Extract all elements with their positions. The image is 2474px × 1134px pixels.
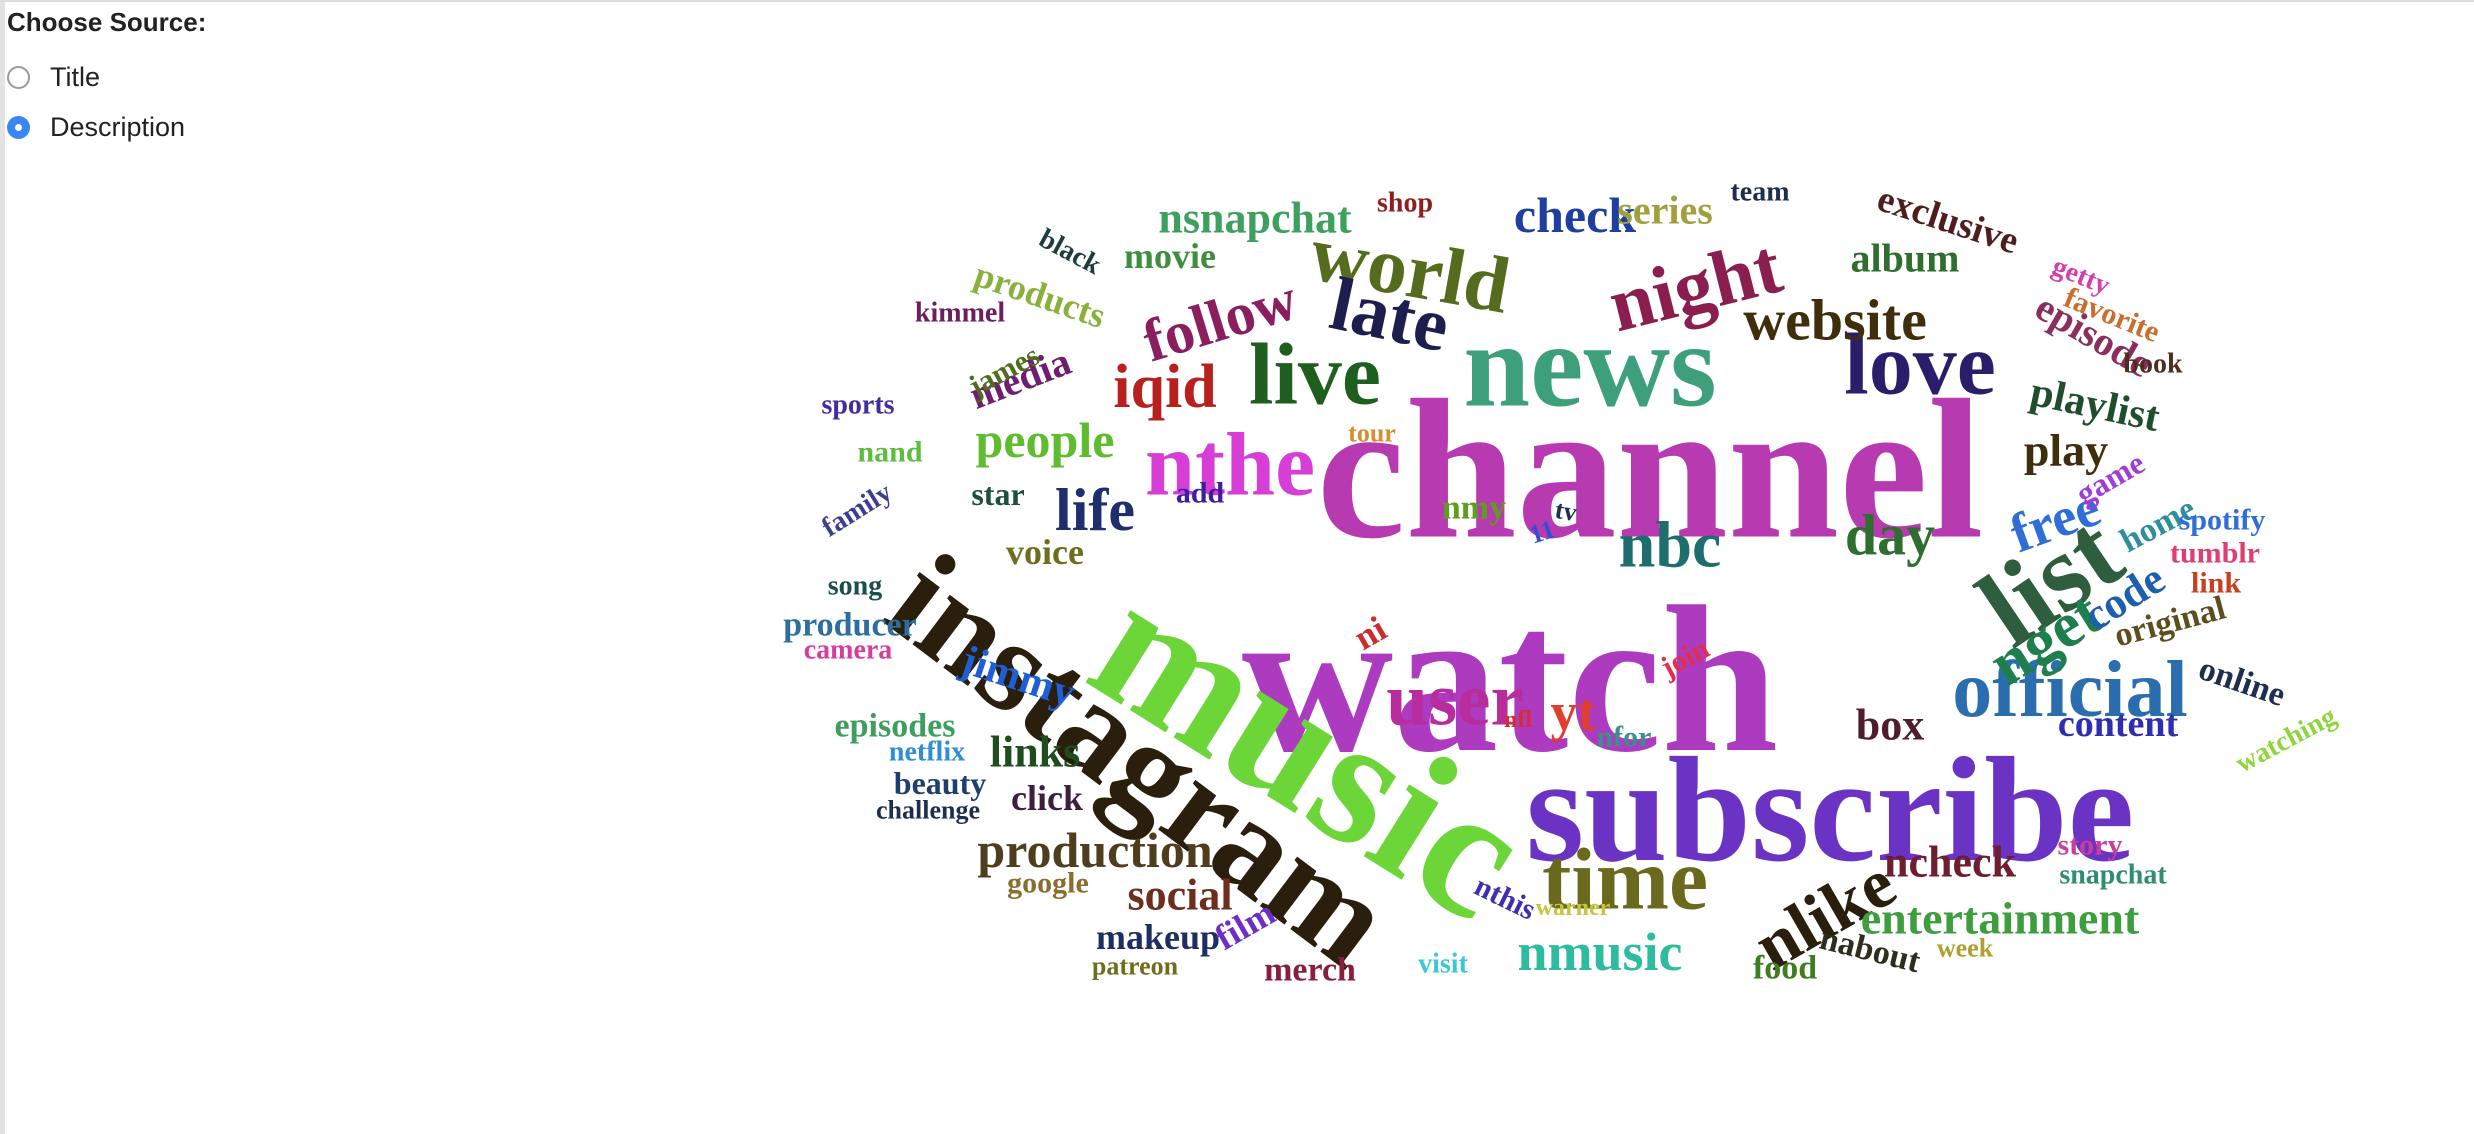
cloud-word[interactable]: life: [1055, 477, 1135, 543]
cloud-word[interactable]: channel: [1317, 360, 1984, 581]
cloud-word[interactable]: voice: [1006, 532, 1084, 572]
option-description[interactable]: Description: [7, 102, 206, 152]
cloud-word[interactable]: makeup: [1096, 917, 1220, 957]
cloud-word[interactable]: online: [2194, 650, 2290, 714]
cloud-word[interactable]: content: [2058, 703, 2179, 745]
cloud-word[interactable]: star: [971, 476, 1024, 512]
cloud-word[interactable]: netflix: [889, 737, 965, 768]
cloud-word[interactable]: family: [816, 477, 897, 544]
cloud-word[interactable]: visit: [1418, 949, 1468, 980]
cloud-word[interactable]: team: [1730, 177, 1789, 208]
radio-description[interactable]: [7, 115, 30, 139]
cloud-word[interactable]: tv: [1553, 495, 1579, 527]
cloud-word[interactable]: watch: [1242, 564, 1779, 796]
cloud-word[interactable]: warner: [1536, 895, 1611, 921]
cloud-word[interactable]: nfl: [1504, 707, 1532, 733]
cloud-word[interactable]: tour: [1348, 419, 1396, 448]
cloud-word[interactable]: black: [1034, 223, 1107, 281]
cloud-word[interactable]: book: [2123, 349, 2183, 380]
cloud-word[interactable]: click: [1011, 778, 1083, 818]
cloud-word[interactable]: week: [1937, 934, 1994, 963]
cloud-word[interactable]: iqid: [1113, 353, 1216, 421]
left-border: [0, 0, 5, 1134]
cloud-word[interactable]: check: [1514, 187, 1636, 243]
cloud-word[interactable]: production: [977, 822, 1212, 878]
cloud-word[interactable]: spotify: [2179, 504, 2266, 537]
cloud-word[interactable]: box: [1856, 701, 1924, 750]
cloud-word[interactable]: google: [1007, 867, 1089, 900]
cloud-word[interactable]: snapchat: [2059, 860, 2167, 891]
option-description-label: Description: [50, 111, 186, 142]
cloud-word[interactable]: time: [1542, 832, 1708, 929]
cloud-word[interactable]: add: [1176, 477, 1225, 510]
cloud-word[interactable]: sports: [821, 390, 894, 421]
cloud-word[interactable]: tumblr: [2170, 537, 2260, 570]
cloud-word[interactable]: kimmel: [915, 298, 1005, 329]
cloud-word[interactable]: news: [1463, 299, 1716, 432]
cloud-word[interactable]: day: [1845, 503, 1935, 568]
cloud-word[interactable]: watching: [2231, 701, 2342, 779]
cloud-word[interactable]: nfor: [1597, 721, 1652, 754]
cloud-word[interactable]: love: [1844, 317, 1996, 414]
cloud-word[interactable]: entertainment: [1861, 893, 2140, 944]
cloud-word[interactable]: shop: [1377, 188, 1433, 219]
cloud-word[interactable]: patreon: [1092, 952, 1179, 981]
cloud-word[interactable]: nmusic: [1517, 922, 1682, 982]
cloud-word[interactable]: challenge: [876, 796, 980, 825]
option-title-label: Title: [50, 61, 101, 92]
cloud-word[interactable]: people: [976, 412, 1115, 468]
cloud-word[interactable]: live: [1249, 327, 1381, 424]
cloud-word[interactable]: food: [1753, 950, 1817, 987]
cloud-word[interactable]: official: [1952, 646, 2187, 734]
cloud-word[interactable]: nbc: [1619, 509, 1722, 582]
cloud-word[interactable]: camera: [804, 635, 893, 666]
cloud-word[interactable]: album: [1851, 236, 1960, 281]
cloud-word[interactable]: nsnapchat: [1158, 194, 1352, 243]
cloud-word[interactable]: producer: [783, 607, 916, 644]
cloud-word[interactable]: episodes: [835, 708, 956, 745]
cloud-word[interactable]: subscribe: [1526, 727, 2134, 893]
cloud-word[interactable]: nand: [857, 436, 922, 469]
cloud-word[interactable]: play: [2024, 425, 2108, 476]
cloud-word[interactable]: links: [990, 728, 1081, 777]
cloud-word[interactable]: social: [1127, 871, 1232, 920]
cloud-word[interactable]: story: [2058, 829, 2123, 862]
cloud-word[interactable]: merch: [1264, 952, 1356, 989]
option-title[interactable]: Title: [7, 52, 206, 102]
cloud-word[interactable]: song: [828, 571, 882, 602]
cloud-word[interactable]: movie: [1124, 236, 1216, 276]
cloud-word[interactable]: series: [1617, 188, 1713, 233]
cloud-word[interactable]: nmy: [1442, 490, 1506, 527]
radio-title[interactable]: [7, 65, 30, 89]
source-selector-title: Choose Source:: [7, 7, 207, 37]
cloud-word[interactable]: yt: [1551, 682, 1596, 742]
cloud-word[interactable]: link: [2191, 567, 2241, 600]
cloud-word[interactable]: nthe: [1145, 416, 1315, 515]
cloud-word[interactable]: user: [1386, 659, 1523, 742]
cloud-word[interactable]: beauty: [894, 765, 986, 801]
cloud-word[interactable]: website: [1743, 288, 1927, 353]
top-border: [0, 0, 2474, 2]
source-selector: Choose Source: Title Description: [7, 6, 206, 152]
cloud-word[interactable]: ncheck: [1884, 838, 2017, 887]
